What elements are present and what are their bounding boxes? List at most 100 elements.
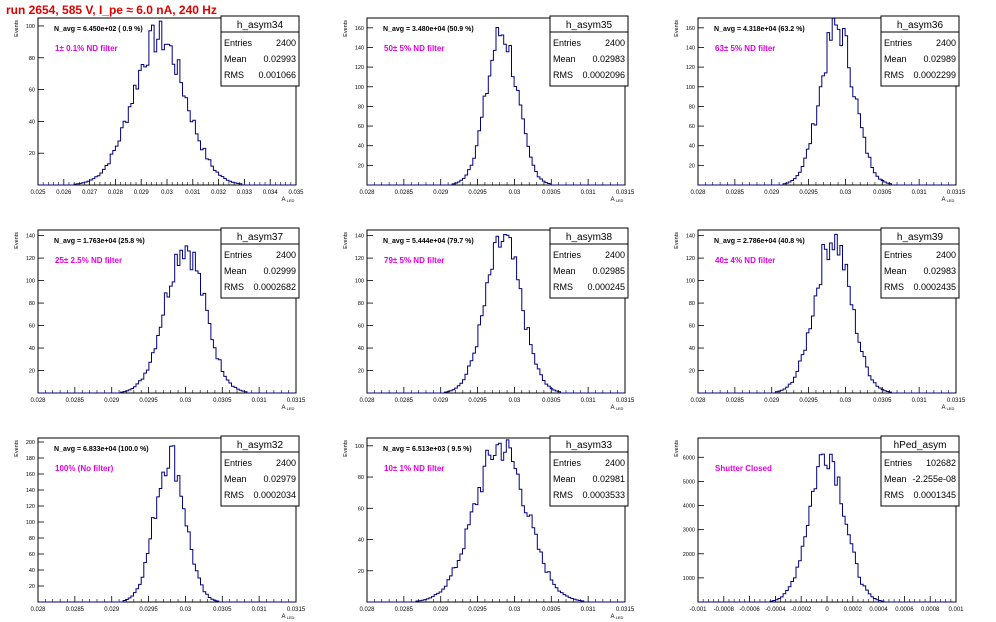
histogram-line: [38, 445, 296, 603]
y-tick-label: 40: [689, 346, 695, 352]
y-tick-label: 40: [358, 538, 364, 544]
x-tick-label: 0.031: [912, 398, 928, 404]
y-tick-label: 20: [29, 369, 35, 375]
y-tick-label: 40: [29, 346, 35, 352]
x-tick-label: 0.028: [359, 190, 375, 196]
plot-frame: [366, 229, 626, 394]
stats-label: Entries: [884, 250, 913, 260]
x-tick-label: 0.028: [359, 398, 375, 404]
histogram-title: h_asym37: [237, 232, 284, 243]
stats-label: Entries: [553, 458, 582, 468]
y-tick-label: 140: [26, 488, 35, 494]
y-tick-label: 80: [358, 104, 364, 110]
x-tick-label: -0.0008: [714, 607, 735, 613]
y-tick-label: 80: [358, 301, 364, 307]
y-tick-label: 60: [689, 124, 695, 130]
y-tick-label: 120: [355, 65, 364, 71]
histogram-line: [38, 20, 296, 186]
x-tick-label: 0.03: [509, 398, 521, 404]
x-tick-label: 0.0315: [947, 398, 966, 404]
y-tick-label: 60: [29, 88, 35, 94]
x-tick-label: 0.0285: [726, 398, 745, 404]
x-tick-label: 0.029: [433, 398, 449, 404]
x-tick-label: 0.031: [581, 607, 597, 613]
filter-annotation: Shutter Closed: [715, 464, 772, 473]
navg-label: N_avg = 3.480e+04 (50.9 %): [383, 26, 474, 33]
x-tick-label: 0.0305: [873, 190, 892, 196]
stats-value: 0.02979: [263, 474, 296, 484]
x-tick-label: 0.0305: [542, 398, 561, 404]
y-tick-label: 100: [686, 279, 695, 285]
run-title: run 2654, 585 V, I_pe ≈ 6.0 nA, 240 Hz: [6, 3, 217, 17]
x-tick-label: 0.035: [288, 190, 304, 196]
x-tick-label: 0: [825, 607, 829, 613]
stats-box: [549, 227, 629, 299]
y-tick-label: 120: [355, 256, 364, 262]
x-tick-label: 0.0305: [213, 398, 232, 404]
y-tick-label: 160: [26, 472, 35, 478]
y-tick-label: 40: [29, 119, 35, 125]
stats-value: 0.000245: [587, 282, 625, 292]
y-tick-label: 60: [29, 552, 35, 558]
x-tick-label: -0.0002: [791, 607, 812, 613]
x-tick-label: 0.031: [252, 398, 268, 404]
x-tick-label: 0.0285: [395, 607, 414, 613]
x-tick-label: 0.028: [108, 190, 124, 196]
x-tick-label: 0.031: [252, 607, 268, 613]
x-tick-label: 0.028: [30, 607, 46, 613]
stats-value: 2400: [605, 250, 625, 260]
y-tick-label: 140: [686, 45, 695, 51]
x-tick-label: 0.0295: [139, 607, 158, 613]
histogram-line: [38, 245, 296, 394]
histogram-panel-h_asym34: 0.025 0.026 0.027 0.028 0.029 0.03 0.031 0.032 0…: [14, 15, 304, 203]
x-axis-label: A LED: [282, 614, 295, 620]
histogram-line: [367, 27, 625, 186]
histogram-panel-h_asym38: 0.028 0.0285 0.029 0.0295 0.03 0.0305 0.031 0.0…: [343, 227, 635, 411]
histogram-panel-h_asym39: 0.028 0.0285 0.029 0.0295 0.03 0.0305 0.031 0.0…: [674, 227, 966, 411]
x-tick-label: 0.034: [263, 190, 279, 196]
stats-label: RMS: [553, 490, 573, 500]
histogram-line: [367, 234, 625, 394]
y-axis-label: Events: [674, 20, 680, 37]
x-tick-label: 0.03: [161, 190, 173, 196]
x-tick-label: 0.0002: [844, 607, 863, 613]
stats-label: Mean: [224, 54, 247, 64]
x-tick-label: 0.0008: [921, 607, 940, 613]
y-axis-label: Events: [343, 20, 349, 37]
stats-label: Entries: [224, 38, 253, 48]
stats-label: RMS: [224, 282, 244, 292]
y-tick-label: 6000: [683, 455, 695, 461]
plot-frame: [37, 437, 297, 603]
stats-value: 0.0001345: [913, 490, 956, 500]
stats-label: Mean: [553, 54, 576, 64]
x-tick-label: 0.028: [690, 398, 706, 404]
stats-value: 2400: [605, 38, 625, 48]
stats-label: RMS: [884, 282, 904, 292]
x-tick-label: 0.0295: [468, 398, 487, 404]
y-tick-label: 140: [26, 234, 35, 240]
filter-annotation: 50± 5% ND filter: [384, 44, 444, 53]
histogram-title: h_asym34: [237, 20, 284, 31]
stats-value: 0.02983: [592, 54, 625, 64]
histogram-panel-h_asym37: 0.028 0.0285 0.029 0.0295 0.03 0.0305 0.031 0.0…: [14, 227, 306, 411]
stats-label: Entries: [224, 458, 253, 468]
y-tick-label: 120: [686, 65, 695, 71]
y-tick-label: 80: [358, 475, 364, 481]
stats-value: 2400: [605, 458, 625, 468]
x-tick-label: 0.029: [104, 398, 120, 404]
y-tick-label: 120: [26, 256, 35, 262]
stats-value: 2400: [276, 458, 296, 468]
y-axis-label: Events: [674, 440, 680, 457]
y-axis-label: Events: [14, 440, 20, 457]
stats-value: -2.255e-08: [912, 474, 956, 484]
x-tick-label: -0.001: [689, 607, 707, 613]
x-tick-label: 0.0004: [869, 607, 888, 613]
x-tick-label: 0.0285: [66, 607, 85, 613]
x-tick-label: 0.028: [690, 190, 706, 196]
y-tick-label: 80: [29, 56, 35, 62]
x-tick-label: 0.03: [509, 190, 521, 196]
filter-annotation: 10± 1% ND filter: [384, 464, 444, 473]
x-tick-label: 0.03: [180, 607, 192, 613]
stats-box: [549, 15, 629, 87]
